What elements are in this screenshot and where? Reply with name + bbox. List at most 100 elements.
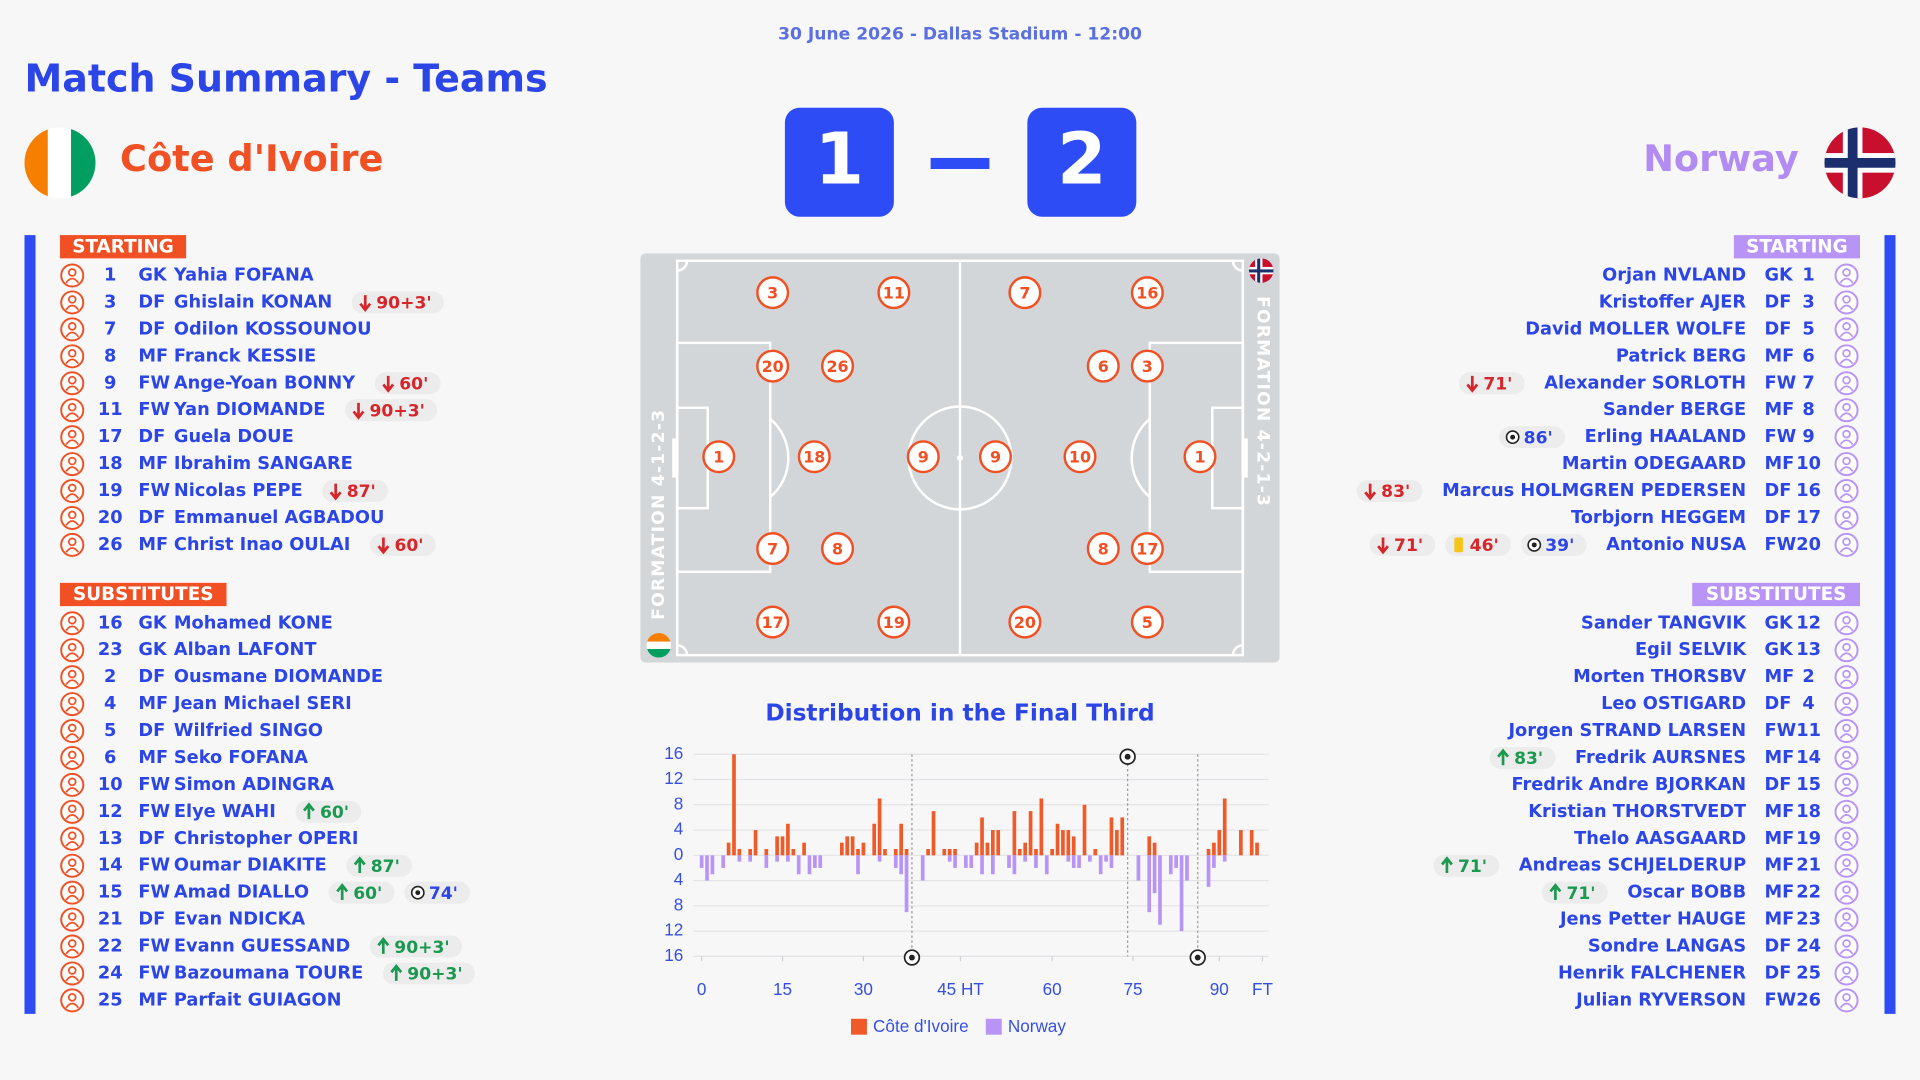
player-position: DF [1764,292,1791,312]
player-icon [60,988,85,1013]
player-name: Odilon KOSSOUNOU [174,319,372,339]
event-pill: 60' [374,372,441,394]
player-number: 11 [98,400,123,420]
player-position: MF [1764,454,1794,474]
sub-on-icon [1549,883,1562,900]
player-position: FW [138,481,170,501]
bar [818,855,823,868]
player-name: Bazoumana TOURE [174,963,363,983]
bar [1012,855,1017,875]
icon-head [67,375,77,385]
player-position: FW [138,400,170,420]
player-icon [1834,853,1859,878]
player-number: 22 [98,937,123,957]
goal-icon-dot [1510,434,1516,440]
bar [931,811,936,856]
player-number: 14 [1796,748,1821,768]
player-name: Evan NDICKA [174,910,305,930]
player-icon [1834,988,1859,1013]
player-number: 8 [1802,400,1814,420]
pitch-player-number: 9 [990,447,1001,466]
bar [964,855,968,868]
player-number: 11 [1796,721,1821,741]
icon-body [65,948,80,955]
bar [1222,798,1227,856]
bar [845,836,850,856]
match-info: 30 June 2026 - Dallas Stadium - 12:00 [778,24,1142,44]
sub-off-icon [1377,537,1389,555]
bar [1152,855,1157,894]
label-pill [1733,235,1860,259]
player-position: FW [1764,373,1796,393]
event-minute: 46' [1470,536,1499,556]
player-number: 7 [1802,373,1814,393]
icon-body [65,625,80,632]
icon-body [1839,385,1854,392]
icon-body [65,867,80,874]
player-name: David MOLLER WOLFE [1525,319,1746,339]
player-icon [1834,907,1859,932]
icon-body [65,814,80,820]
chart-title: Distribution in the Final Third [765,699,1154,726]
event-pill: 87' [346,854,413,877]
player-number: 17 [98,427,123,447]
player-icon [1834,719,1859,744]
player-icon [60,745,85,770]
player-name: Sander BERGE [1603,400,1746,420]
bar [985,842,990,856]
player-number: 23 [1796,910,1821,930]
icon-body [1839,466,1854,472]
event-pill: 39' [1520,533,1587,556]
player-icon [60,638,85,663]
icon-head [67,429,77,439]
icon-head [67,750,77,760]
player-number: 9 [1802,427,1814,447]
pitch-player [1130,605,1164,639]
player-name: Parfait GUIAGON [174,990,342,1010]
player-icon [60,611,85,636]
bar [856,848,860,856]
page-title: Match Summary - Teams [24,56,547,100]
event-pill: 60' [328,881,395,904]
player-name: Thelo AASGAARD [1574,829,1746,849]
icon-head [67,966,77,975]
x-tick-label: 75 [1123,979,1142,999]
event-minute: 71' [1394,536,1423,556]
bar [1034,848,1038,856]
icon-body [65,493,80,499]
bar [1012,811,1017,856]
pitch-player-number: 20 [762,357,784,376]
player-position: MF [1764,910,1794,930]
formation-away: FORMATION 4-2-1-3 [1252,296,1272,507]
event-minute: 86' [1524,428,1553,448]
player-name: Fredrik AURSNES [1575,748,1746,768]
player-number: 6 [104,748,116,768]
icon-body [1839,547,1854,553]
bar [748,855,753,862]
bar [899,823,903,856]
player-name: Seko FOFANA [174,748,308,768]
player-number: 26 [98,535,123,555]
player-position: GK [1764,640,1794,660]
player-number: 21 [98,910,123,930]
event-minute: 90+3' [370,401,425,421]
player-name: Martin ODEGAARD [1562,454,1746,474]
bar [877,798,882,856]
event-minute: 74' [429,884,458,904]
bar [872,823,877,856]
event-minute: 90+3' [407,965,462,985]
player-icon [1834,317,1859,342]
player-icon [1834,880,1859,905]
bar [786,823,790,856]
player-number: 26 [1796,990,1821,1010]
icon-head [67,348,77,358]
bar [1017,848,1022,856]
icon-body [1839,760,1854,766]
y-tick-label: 16 [664,743,683,763]
player-icon [60,317,85,342]
icon-head [1842,750,1851,760]
player-icon [60,290,85,315]
player-icon [1834,692,1859,717]
y-tick-label: 8 [674,793,684,813]
icon-head [1842,669,1851,679]
